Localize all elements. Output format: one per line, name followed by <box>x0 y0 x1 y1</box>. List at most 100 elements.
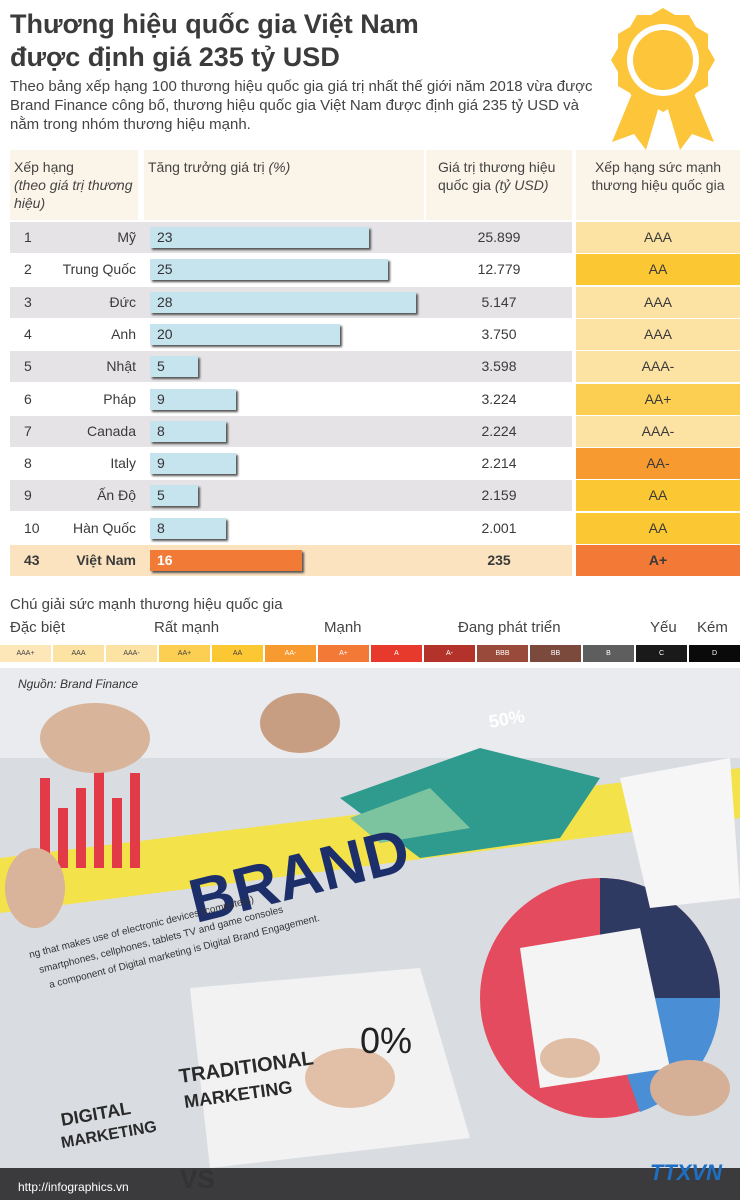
table-row: 9 Ấn Độ 5 2.159 AA <box>10 480 740 512</box>
growth-bar-area: 20 <box>144 319 424 350</box>
row-brand-value: 5.147 <box>481 293 517 310</box>
legend-swatch: B <box>583 645 634 662</box>
legend-swatch: BBB <box>477 645 528 662</box>
ttxvn-logo: TTXVN <box>649 1160 722 1185</box>
growth-bar: 16 <box>150 550 302 571</box>
header-growth-label: Tăng trưởng giá trị <box>148 159 265 175</box>
legend-swatch: A <box>371 645 422 662</box>
growth-bar: 5 <box>150 485 198 507</box>
row-country: Anh <box>111 325 136 342</box>
legend-label-yeu: Yếu <box>650 619 677 636</box>
growth-bar-area: 28 <box>144 287 424 318</box>
header-growth-unit: (%) <box>268 159 291 175</box>
growth-bar: 8 <box>150 420 226 442</box>
legend-swatch: A+ <box>318 645 369 662</box>
legend-label-rat-manh: Rất mạnh <box>154 619 220 636</box>
header-rating: Xếp hạng sức mạnh thương hiệu quốc gia <box>576 150 740 220</box>
growth-bar: 23 <box>150 227 369 248</box>
award-ribbon-icon <box>611 8 715 150</box>
row-country: Ấn Độ <box>97 487 136 504</box>
header-value-label: Giá trị thương hiệu quốc gia <box>438 159 556 193</box>
table-header: Xếp hạng (theo giá trị thương hiệu) Tăng… <box>10 150 740 220</box>
row-strength-rating: AA <box>576 512 740 544</box>
legend-swatch: AA+ <box>159 645 210 662</box>
row-strength-rating: AAA- <box>576 415 740 447</box>
legend-swatch: A- <box>424 645 475 662</box>
row-country: Mỹ <box>117 229 136 245</box>
row-strength-rating: AA- <box>576 448 740 480</box>
row-brand-value: 2.159 <box>481 487 517 504</box>
legend-swatch: BB <box>530 645 581 662</box>
row-strength-rating: AA+ <box>576 383 740 415</box>
table-row: 10 Hàn Quốc 8 2.001 AA <box>10 512 740 544</box>
row-strength-rating: A+ <box>576 545 740 576</box>
row-country: Việt Nam <box>76 552 136 568</box>
growth-bar: 25 <box>150 259 388 281</box>
row-rank: 1 <box>24 229 32 245</box>
row-rank: 6 <box>24 390 32 407</box>
legend-label-kem: Kém <box>697 619 728 636</box>
growth-bar: 20 <box>150 323 340 345</box>
row-strength-rating: AAA <box>576 318 740 350</box>
row-brand-value: 2.001 <box>481 519 517 536</box>
header-value: Giá trị thương hiệu quốc gia (tỷ USD) <box>426 150 572 220</box>
brand-photo: BRAND 50% 0% TRADITIONAL MARKETING DIGIT… <box>0 668 740 1200</box>
table-row: 6 Pháp 9 3.224 AA+ <box>10 383 740 415</box>
row-rank: 7 <box>24 422 32 439</box>
row-rank: 43 <box>24 552 40 568</box>
growth-bar-area: 8 <box>144 416 424 447</box>
header-rank-sub: (theo giá trị thương hiệu) <box>14 177 133 211</box>
row-brand-value: 2.214 <box>481 455 517 472</box>
legend-swatch: C <box>636 645 687 662</box>
row-rank: 8 <box>24 455 32 472</box>
table-row: 5 Nhật 5 3.598 AAA- <box>10 351 740 383</box>
growth-bar-area: 25 <box>144 254 424 285</box>
legend-swatch: AAA+ <box>0 645 51 662</box>
legend-swatch: AA- <box>265 645 316 662</box>
row-brand-value: 3.750 <box>481 325 517 342</box>
legend-label-dang-phat-trien: Đang phát triển <box>458 619 561 636</box>
header-rank-label: Xếp hạng <box>14 159 74 175</box>
legend-label-dac-biet: Đặc biệt <box>10 619 66 636</box>
table-row: 8 Italy 9 2.214 AA- <box>10 448 740 480</box>
photo-vs-text: VS <box>180 1164 215 1194</box>
row-strength-rating: AAA- <box>576 351 740 383</box>
header-value-unit: (tỷ USD) <box>494 177 549 193</box>
legend-title: Chú giải sức mạnh thương hiệu quốc gia <box>10 596 283 613</box>
row-country: Trung Quốc <box>62 261 136 278</box>
table-row: 1 Mỹ 23 25.899 AAA <box>10 222 740 253</box>
row-rank: 9 <box>24 487 32 504</box>
growth-bar: 9 <box>150 388 236 410</box>
header-rank: Xếp hạng (theo giá trị thương hiệu) <box>10 150 138 220</box>
growth-bar-area: 9 <box>144 448 424 479</box>
header-growth: Tăng trưởng giá trị (%) <box>144 150 424 220</box>
row-rank: 2 <box>24 261 32 278</box>
growth-bar-area: 5 <box>144 351 424 382</box>
row-brand-value: 12.779 <box>477 261 521 278</box>
table-row: 2 Trung Quốc 25 12.779 AA <box>10 254 740 286</box>
row-country: Italy <box>110 455 136 472</box>
website-link[interactable]: http://infographics.vn <box>18 1180 129 1194</box>
growth-bar: 28 <box>150 291 416 313</box>
intro-text: Theo bảng xếp hạng 100 thương hiệu quốc … <box>10 78 593 133</box>
growth-bar: 5 <box>150 356 198 378</box>
row-strength-rating: AAA <box>576 286 740 318</box>
source-note: Nguồn: Brand Finance <box>18 677 139 691</box>
row-rank: 3 <box>24 293 32 310</box>
row-brand-value: 3.598 <box>481 358 517 375</box>
row-rank: 10 <box>24 519 40 536</box>
row-brand-value: 3.224 <box>481 390 517 407</box>
row-rank: 5 <box>24 358 32 375</box>
page-title: Thương hiệu quốc gia Việt Nam được định … <box>10 8 570 74</box>
legend-swatch: AAA- <box>106 645 157 662</box>
table-row: 3 Đức 28 5.147 AAA <box>10 286 740 318</box>
legend-swatch: AAA <box>53 645 104 662</box>
row-strength-rating: AAA <box>576 222 740 253</box>
row-brand-value: 25.899 <box>477 229 521 245</box>
growth-bar-area: 8 <box>144 513 424 544</box>
legend-swatch: D <box>689 645 740 662</box>
row-rank: 4 <box>24 325 32 342</box>
title-line-1: Thương hiệu quốc gia Việt Nam <box>10 9 419 39</box>
table-row: 7 Canada 8 2.224 AAA- <box>10 415 740 447</box>
table-row: 4 Anh 20 3.750 AAA <box>10 318 740 350</box>
